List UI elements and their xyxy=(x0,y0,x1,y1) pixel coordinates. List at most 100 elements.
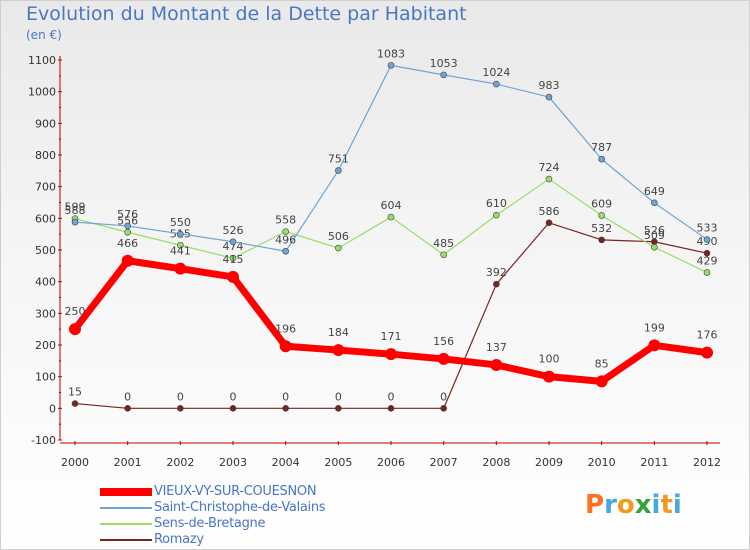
data-point xyxy=(71,400,79,407)
line-chart: -100010020030040050060070080090010001100… xyxy=(28,47,721,469)
chart-subtitle: (en €) xyxy=(26,28,62,42)
legend-label: VIEUX-VY-SUR-COUESNON xyxy=(154,484,317,499)
data-point xyxy=(598,155,605,163)
data-label: 0 xyxy=(335,390,342,403)
data-label: 196 xyxy=(275,322,296,335)
data-label: 15 xyxy=(68,386,82,399)
data-point xyxy=(598,212,605,219)
y-tick-label: 100 xyxy=(35,371,56,384)
data-label: 509 xyxy=(644,229,665,242)
proxiti-logo: Proxiti xyxy=(585,490,682,520)
data-label: 199 xyxy=(644,321,665,334)
data-label: 0 xyxy=(440,390,447,403)
data-point xyxy=(177,241,184,249)
data-label: 485 xyxy=(433,237,454,250)
data-label: 506 xyxy=(328,230,349,243)
data-point xyxy=(545,93,553,101)
y-tick-label: -100 xyxy=(31,434,56,447)
data-point xyxy=(651,243,658,251)
data-label: 0 xyxy=(124,390,131,403)
data-label: 466 xyxy=(117,237,138,250)
legend-label: Saint-Christophe-de-Valains xyxy=(154,500,326,515)
data-label: 429 xyxy=(697,254,718,267)
data-label: 1053 xyxy=(430,57,458,70)
data-point xyxy=(124,222,131,230)
x-tick-label: 2009 xyxy=(535,456,563,469)
y-tick-label: 200 xyxy=(35,339,56,352)
legend-swatch xyxy=(100,523,152,525)
data-point xyxy=(440,405,447,412)
y-tick-label: 600 xyxy=(35,212,56,225)
y-tick-label: 800 xyxy=(35,149,56,162)
data-point xyxy=(124,228,131,236)
data-label: 415 xyxy=(223,253,244,266)
series-line xyxy=(74,64,708,252)
logo-letter: i xyxy=(672,490,682,520)
data-point xyxy=(121,254,134,267)
x-tick-label: 2006 xyxy=(377,456,405,469)
data-label: 556 xyxy=(117,214,138,227)
data-point xyxy=(229,238,237,246)
data-point xyxy=(543,370,555,383)
data-point xyxy=(648,339,661,352)
data-point xyxy=(545,175,553,183)
data-label: 0 xyxy=(230,390,237,403)
data-label: 85 xyxy=(595,357,609,370)
data-point xyxy=(282,405,289,412)
data-point xyxy=(703,236,711,243)
data-point xyxy=(490,358,503,371)
y-tick-label: 1100 xyxy=(28,54,56,67)
data-label: 171 xyxy=(381,330,402,343)
data-label: 1083 xyxy=(377,47,405,60)
data-point xyxy=(229,254,237,262)
data-point xyxy=(545,219,553,227)
data-label: 533 xyxy=(697,222,718,235)
legend-label: Sens-de-Bretagne xyxy=(154,516,266,531)
chart-title: Evolution du Montant de la Dette par Hab… xyxy=(26,3,467,25)
data-label: 588 xyxy=(65,204,86,217)
data-label: 751 xyxy=(328,153,349,166)
legend-swatch xyxy=(100,488,152,496)
data-point xyxy=(69,323,81,336)
data-point xyxy=(174,262,187,275)
data-label: 604 xyxy=(381,199,402,212)
data-label: 558 xyxy=(275,214,296,227)
data-point xyxy=(703,249,711,257)
logo-letter: t xyxy=(660,490,673,520)
x-tick-label: 2004 xyxy=(272,456,300,469)
x-tick-label: 2010 xyxy=(588,456,616,469)
data-label: 787 xyxy=(591,141,612,154)
y-tick-label: 1000 xyxy=(28,86,56,99)
data-point xyxy=(437,352,450,365)
data-label: 0 xyxy=(282,390,289,403)
y-tick-label: 900 xyxy=(35,117,56,130)
y-tick-label: 700 xyxy=(35,181,56,194)
data-point xyxy=(385,348,397,361)
data-label: 0 xyxy=(177,390,184,403)
data-label: 649 xyxy=(644,185,665,198)
x-tick-label: 2011 xyxy=(640,456,668,469)
data-point xyxy=(335,167,342,174)
data-point xyxy=(651,199,658,207)
data-label: 156 xyxy=(433,335,454,348)
data-point xyxy=(595,375,608,388)
x-tick-label: 2005 xyxy=(324,456,352,469)
legend-label: Romazy xyxy=(154,532,204,547)
logo-letter: o xyxy=(616,490,635,520)
data-point xyxy=(703,269,711,276)
logo-letter: x xyxy=(634,490,652,520)
data-point xyxy=(440,251,447,259)
data-point xyxy=(282,247,289,255)
data-label: 441 xyxy=(170,245,191,258)
data-point xyxy=(177,405,184,412)
data-label: 176 xyxy=(697,329,718,342)
data-label: 184 xyxy=(328,326,349,339)
data-point xyxy=(124,405,131,412)
data-label: 100 xyxy=(539,353,560,366)
x-tick-label: 2002 xyxy=(166,456,194,469)
data-label: 576 xyxy=(117,208,138,221)
y-tick-label: 400 xyxy=(35,276,56,289)
data-label: 550 xyxy=(170,216,191,229)
data-label: 586 xyxy=(539,205,560,218)
